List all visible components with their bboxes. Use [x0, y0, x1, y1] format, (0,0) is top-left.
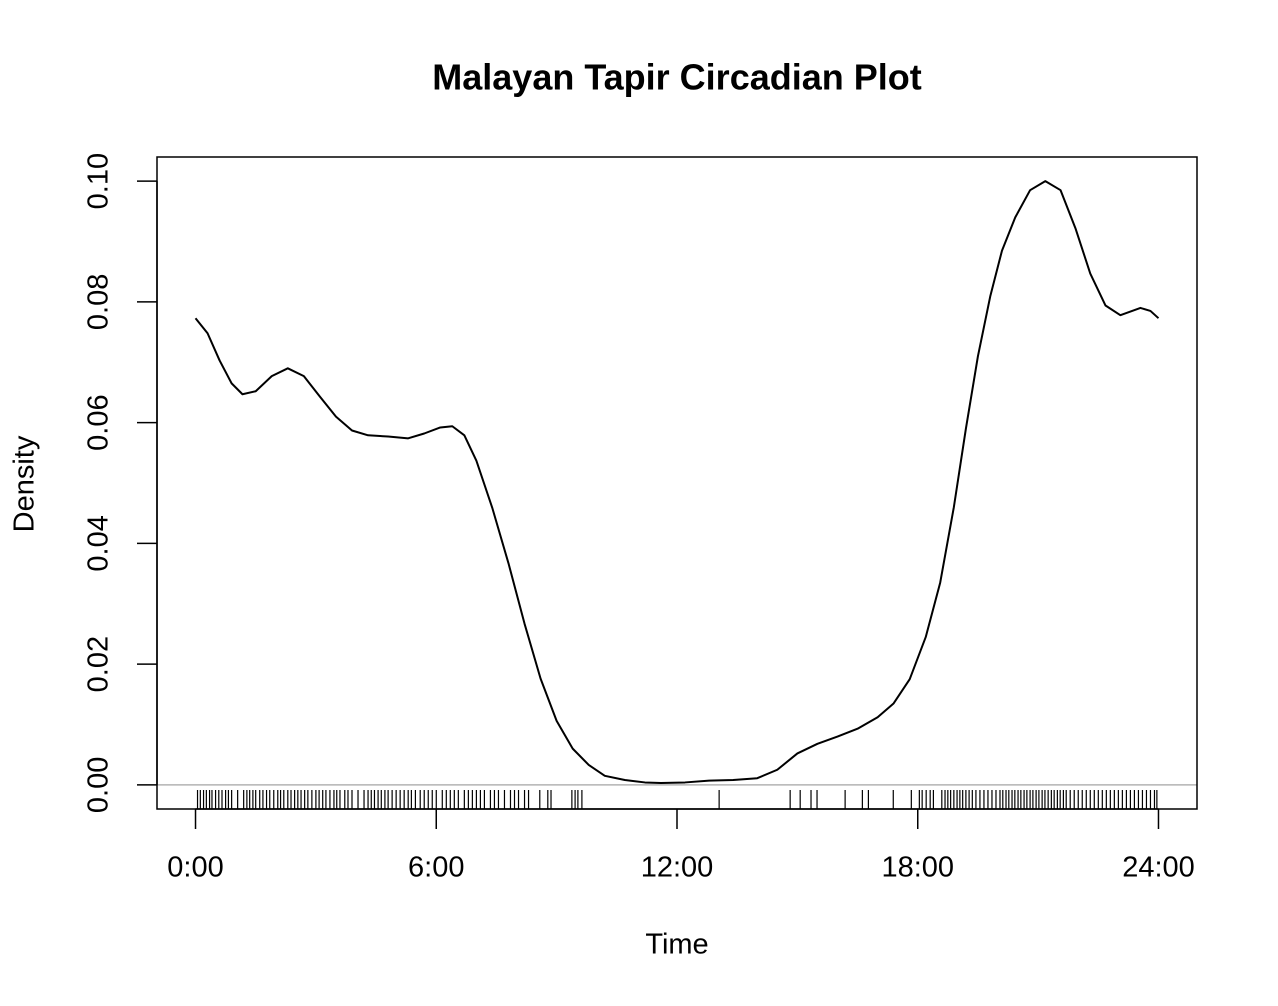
- x-tick-label: 18:00: [881, 852, 954, 884]
- x-tick-label: 0:00: [167, 852, 223, 884]
- y-tick-label: 0.08: [83, 274, 115, 330]
- chart-title: Malayan Tapir Circadian Plot: [432, 57, 921, 98]
- y-tick-label: 0.02: [83, 636, 115, 692]
- y-tick-label: 0.00: [83, 757, 115, 813]
- x-tick-label: 24:00: [1122, 852, 1195, 884]
- x-axis-label: Time: [645, 929, 708, 961]
- y-tick-label: 0.10: [83, 153, 115, 209]
- y-tick-label: 0.04: [83, 515, 115, 571]
- plot-frame: [156, 156, 1198, 810]
- y-axis-label: Density: [9, 435, 41, 532]
- density-line: [194, 180, 1160, 785]
- x-tick-label: 12:00: [641, 852, 714, 884]
- x-tick-label: 6:00: [408, 852, 464, 884]
- y-tick-label: 0.06: [83, 394, 115, 450]
